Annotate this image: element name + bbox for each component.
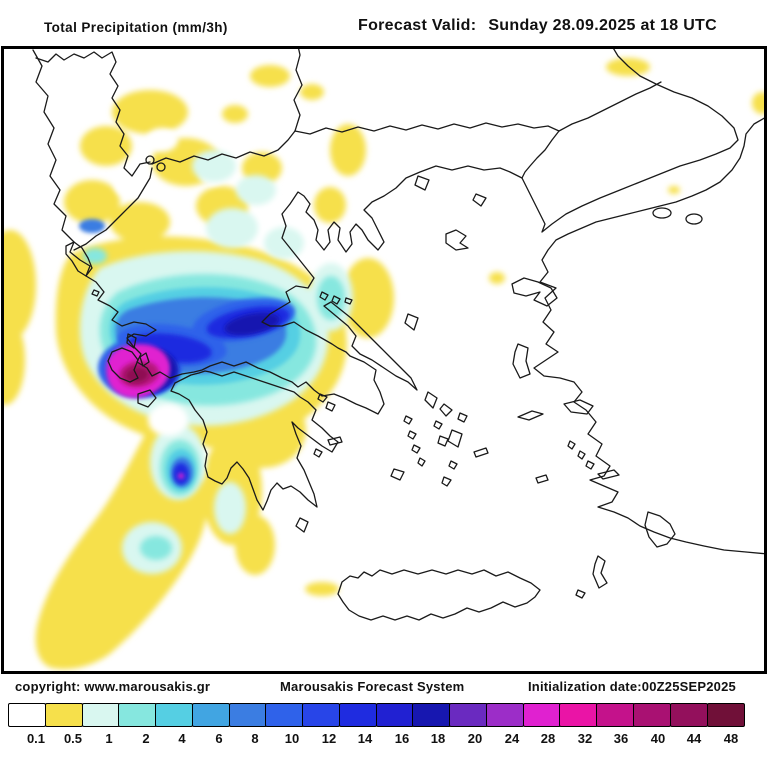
colorbar-cell	[449, 703, 488, 727]
anatolia-lakes	[652, 207, 703, 225]
colorbar-cell	[228, 703, 267, 727]
island-rhodes	[644, 511, 676, 548]
island-zakynthos	[137, 389, 157, 408]
colorbar-cell	[485, 703, 525, 727]
colorbar-tick-label: 18	[430, 731, 446, 746]
island-samos	[563, 399, 594, 415]
precipitation-colorbar	[8, 703, 745, 727]
colorbar-tick-label: 0.5	[63, 731, 83, 746]
island-kythira	[295, 517, 309, 533]
colorbar-cell	[338, 703, 378, 727]
island-ithaca	[139, 352, 150, 367]
border-macedonia-greece	[151, 130, 296, 165]
colorbar-tick-label: 48	[723, 731, 739, 746]
colorbar-cell	[118, 703, 157, 727]
island-skyros	[404, 313, 419, 331]
island-lesbos	[511, 277, 558, 307]
colorbar-tick-label: 2	[142, 731, 150, 746]
islands-saronic	[313, 393, 343, 458]
colorbar-tick-label: 14	[357, 731, 373, 746]
colorbar-cell	[155, 703, 194, 727]
colorbar-tick-label: 16	[394, 731, 410, 746]
island-thasos	[414, 175, 430, 191]
island-lefkada	[126, 333, 137, 349]
island-euboea	[323, 301, 418, 391]
precip-dry-gap-west-peloponnese	[148, 404, 188, 436]
coastline-peloponnese	[170, 370, 339, 511]
colorbar-cell	[522, 703, 562, 727]
colorbar-cell	[8, 703, 47, 727]
colorbar-tick-label: 32	[577, 731, 593, 746]
colorbar-cell	[706, 703, 745, 727]
islands-dodecanese	[535, 440, 620, 599]
colorbar-cell	[302, 703, 341, 727]
colorbar-tick-label: 0.1	[26, 731, 46, 746]
initialization-date-text: Initialization date:00Z25SEP2025	[528, 679, 736, 694]
forecast-valid-label: Forecast Valid:	[358, 17, 477, 34]
colorbar-cell	[596, 703, 635, 727]
border-northwest	[35, 51, 151, 177]
island-kefalonia	[107, 347, 139, 383]
map-frame	[1, 46, 767, 674]
coastline-balkans-north-greece	[32, 49, 739, 415]
colorbar-cell	[375, 703, 415, 727]
system-name-text: Marousakis Forecast System	[280, 679, 465, 694]
colorbar-cell	[191, 703, 231, 727]
colorbar-tick-labels: 0.1 0.5 1 2 4 6 8 10 12 14 16 18 20 24 2…	[0, 731, 768, 749]
colorbar-cell	[412, 703, 451, 727]
colorbar-tick-label: 1	[105, 731, 113, 746]
island-limnos	[445, 229, 469, 251]
colorbar-tick-label: 44	[686, 731, 702, 746]
coastline-turkey-anatolia	[533, 117, 764, 555]
island-corfu	[65, 241, 93, 277]
border-lakes-prespa-ohrid	[145, 155, 166, 172]
border-greece-turkey-evros	[521, 130, 560, 179]
colorbar-cell	[44, 703, 84, 727]
colorbar-tick-label: 40	[650, 731, 666, 746]
colorbar-tick-label: 20	[467, 731, 483, 746]
precipitation-field	[4, 58, 764, 670]
colorbar-cell	[265, 703, 304, 727]
border-greece-bulgaria	[294, 122, 560, 135]
colorbar-tick-label: 4	[178, 731, 186, 746]
island-ikaria	[517, 410, 544, 421]
colorbar-cell	[633, 703, 672, 727]
island-karpathos	[592, 555, 608, 589]
island-paxi	[91, 289, 100, 297]
border-albania-greece	[73, 167, 153, 251]
page-title: Total Precipitation (mm/3h)	[44, 20, 228, 35]
colorbar-cell	[559, 703, 598, 727]
colorbar-tick-label: 6	[215, 731, 223, 746]
border-macedonia-bulgaria	[293, 49, 303, 132]
coastlines	[32, 49, 764, 621]
islands-sporades	[319, 291, 353, 305]
colorbar-tick-label: 28	[540, 731, 556, 746]
colorbar-tick-label: 24	[504, 731, 520, 746]
copyright-text: copyright: www.marousakis.gr	[15, 679, 211, 694]
colorbar-tick-label: 10	[284, 731, 300, 746]
island-chios	[512, 343, 531, 379]
islands-cyclades	[390, 391, 489, 487]
colorbar-tick-label: 12	[321, 731, 337, 746]
border-bulgaria-turkey	[558, 81, 662, 132]
colorbar-tick-label: 36	[613, 731, 629, 746]
colorbar-tick-label: 8	[251, 731, 259, 746]
forecast-valid-value: Sunday 28.09.2025 at 18 UTC	[488, 17, 717, 34]
colorbar-cell	[669, 703, 709, 727]
island-crete	[337, 569, 541, 621]
island-samothrace	[472, 193, 487, 207]
forecast-valid-text: Forecast Valid: Sunday 28.09.2025 at 18 U…	[358, 17, 717, 35]
colorbar-cell	[81, 703, 120, 727]
